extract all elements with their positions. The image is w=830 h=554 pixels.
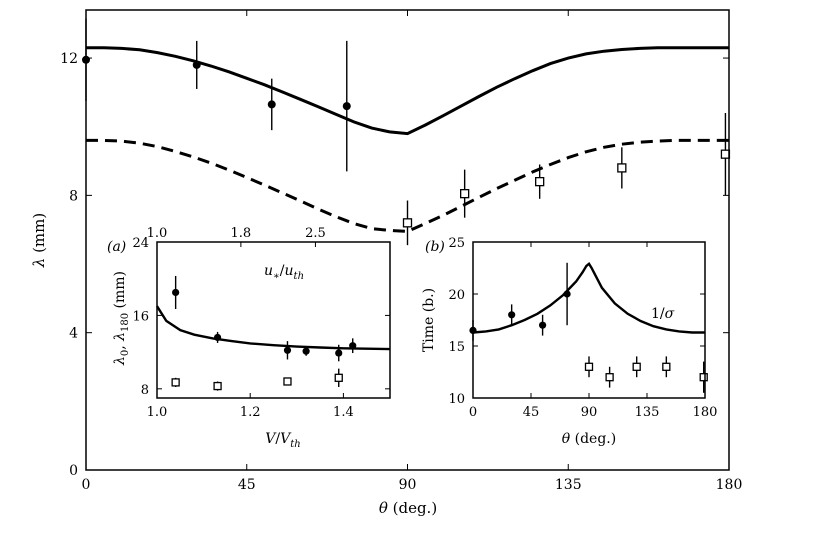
y-tick-label: 15 [448, 340, 465, 355]
y-tick-label: 8 [69, 188, 78, 204]
solid-fit-line [155, 305, 391, 351]
x-tick-label: 90 [581, 405, 598, 420]
data-point-square [662, 362, 671, 371]
data-point-circle [172, 288, 180, 297]
solid-fit-line [86, 46, 729, 136]
x-tick-label: 180 [693, 405, 718, 420]
data-point-square [402, 218, 413, 228]
inset-b-panel: 0 45 90 135 180 10 15 20 25(b) θ (deg.) Time (b.) 1… [421, 236, 717, 447]
x-tick-label: 0 [469, 405, 477, 420]
data-point-circle [508, 311, 516, 319]
data-point-circle [539, 321, 547, 329]
inset-b-y-label: Time (b.) [421, 288, 437, 352]
inset-a-y-label: λ0, λ180 (mm) [112, 271, 131, 366]
data-point-circle [563, 290, 571, 298]
x-axis-label: θ (deg.) [379, 499, 437, 517]
data-point-square [334, 373, 343, 382]
data-point-square [460, 189, 470, 199]
y-tick-label: 4 [69, 326, 78, 342]
inset-background [157, 242, 390, 398]
y-tick-label: 0 [69, 463, 78, 479]
sigma-annotation: 1/σ [651, 306, 675, 322]
data-point-square [617, 163, 627, 173]
inset-a-x-label: V/Vth [265, 431, 300, 450]
x-tick-label: 90 [399, 477, 417, 493]
y-tick-label: 24 [132, 236, 149, 251]
panel-label-b: (b) [425, 239, 445, 255]
data-point-circle [335, 349, 343, 357]
y-axis-label: λ (mm) [30, 213, 48, 268]
panel-label-a: (a) [107, 239, 126, 255]
inset-b-x-label: θ (deg.) [562, 431, 616, 447]
y-tick-label: 16 [132, 309, 149, 324]
x-tick-label: 45 [238, 477, 256, 493]
x2-tick-label: 2.5 [305, 226, 326, 241]
data-point-square [171, 378, 180, 387]
data-point-circle [283, 346, 292, 354]
data-point-circle [349, 342, 357, 350]
data-point-square [632, 362, 641, 371]
data-point-square [720, 149, 731, 159]
data-point-circle [302, 347, 310, 355]
data-point-circle [342, 102, 351, 111]
x-tick-label: 180 [716, 477, 743, 493]
y-tick-label: 25 [448, 236, 465, 251]
data-point-square [535, 176, 545, 187]
x-tick-label: 135 [635, 405, 660, 420]
data-point-square [283, 377, 292, 386]
data-point-circle [267, 100, 276, 109]
axes-frame [156, 241, 391, 399]
main-panel: 0 45 90 135 180 0 4 8 12 θ (deg.) λ (mm) [30, 9, 743, 517]
data-point-circle [192, 60, 201, 69]
x-tick-label: 135 [555, 477, 582, 493]
y-tick-label: 12 [60, 51, 78, 67]
y-tick-label: 10 [448, 392, 465, 407]
data-point-square [699, 373, 708, 382]
axes-frame [472, 241, 706, 399]
x-tick-label: 45 [523, 405, 540, 420]
data-point-square [213, 381, 222, 391]
x2-tick-label: 1.0 [147, 226, 168, 241]
data-point-square [584, 362, 594, 371]
data-point-circle [213, 333, 222, 342]
x-tick-label: 0 [82, 477, 91, 493]
axes-frame [85, 9, 730, 471]
x-tick-label: 1.4 [333, 405, 354, 420]
x-tick-label: 1.0 [147, 405, 168, 420]
solid-fit-line [472, 262, 705, 334]
x-tick-label: 1.2 [240, 405, 261, 420]
y-tick-label: 20 [448, 288, 465, 303]
y-tick-label: 8 [141, 383, 149, 398]
inset-a-x2-label: u∗/uth [264, 263, 304, 282]
x2-tick-label: 1.8 [231, 226, 252, 241]
data-point-square [605, 373, 614, 382]
